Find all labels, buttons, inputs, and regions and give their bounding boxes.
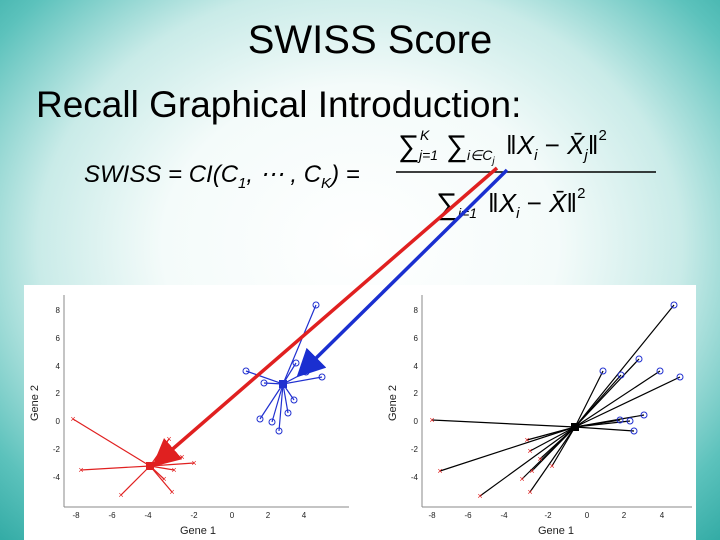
svg-text:×: ×: [70, 414, 75, 424]
svg-text:×: ×: [529, 466, 534, 476]
svg-text:×: ×: [118, 490, 123, 500]
svg-text:×: ×: [161, 474, 166, 484]
svg-text:×: ×: [429, 415, 434, 425]
right-ytick: 2: [414, 389, 419, 398]
right-xtick: 4: [660, 511, 665, 520]
left-ytick: 8: [56, 306, 61, 315]
right-overall-lines: [431, 304, 681, 497]
svg-text:×: ×: [166, 434, 171, 444]
right-ytick: -4: [411, 473, 419, 482]
right-blue-points: [599, 301, 684, 435]
svg-text:×: ×: [527, 487, 532, 497]
left-xtick: 0: [230, 511, 235, 520]
svg-text:×: ×: [179, 452, 184, 462]
left-xtick: -6: [108, 511, 116, 520]
swiss-formula: SWISS = CI(C1, ⋯ , CK) = ∑ K j=1 ∑ i∈Cj …: [84, 127, 656, 222]
svg-text:×: ×: [524, 435, 529, 445]
left-xtick: 2: [266, 511, 271, 520]
formula-num-sum1-top: K: [420, 127, 430, 143]
svg-text:×: ×: [169, 445, 174, 455]
formula-den-sum: ∑: [436, 188, 457, 221]
left-red-centroid: [146, 462, 154, 470]
right-xtick: 2: [622, 511, 627, 520]
right-ytick: 6: [414, 334, 419, 343]
formula-den-sum-bot: i=1: [458, 205, 477, 221]
right-xtick: -4: [500, 511, 508, 520]
cluster-plots: -8 -6 -4 -2 0 2 4 8 6 4 2 0 -2 -4 Gene 1…: [24, 285, 696, 540]
left-xtick: -8: [72, 511, 80, 520]
svg-text:×: ×: [537, 454, 542, 464]
formula-num-body: ‖Xi − X̄j‖2: [506, 127, 607, 164]
svg-text:×: ×: [477, 491, 482, 501]
right-xtick: -2: [544, 511, 552, 520]
svg-text:×: ×: [171, 465, 176, 475]
svg-text:×: ×: [78, 465, 83, 475]
left-ytick: 2: [56, 389, 61, 398]
right-plot: -8 -6 -4 -2 0 2 4 8 6 4 2 0 -2 -4 Gene 1…: [387, 295, 692, 537]
right-ylabel: Gene 2: [387, 385, 399, 421]
right-ytick: 8: [414, 306, 419, 315]
left-ytick: 4: [56, 362, 61, 371]
formula-den-body: ‖Xi − X̄‖2: [488, 185, 586, 222]
left-ytick: -2: [53, 445, 61, 454]
right-xtick: -6: [464, 511, 472, 520]
right-overall-centroid: [571, 423, 579, 431]
left-blue-centroid: [279, 380, 287, 388]
right-xtick: -8: [428, 511, 436, 520]
slide-subtitle: Recall Graphical Introduction:: [36, 84, 522, 125]
svg-text:×: ×: [519, 474, 524, 484]
right-xtick: 0: [585, 511, 590, 520]
slide-title: SWISS Score: [247, 18, 493, 62]
formula-num-sum1: ∑: [398, 130, 419, 163]
svg-text:×: ×: [549, 461, 554, 471]
svg-text:×: ×: [437, 466, 442, 476]
right-ytick: 0: [414, 417, 419, 426]
formula-num-sum2: ∑: [446, 130, 467, 163]
plots-background: [24, 285, 696, 540]
formula-lhs: SWISS = CI(C1, ⋯ , CK) =: [84, 161, 360, 192]
left-xtick: -4: [144, 511, 152, 520]
left-xtick: 4: [302, 511, 307, 520]
formula-num-sum1-bot: j=1: [417, 147, 438, 163]
left-xtick: -2: [190, 511, 198, 520]
formula-num-sum2-bot: i∈Cj: [467, 147, 495, 167]
left-ytick: -4: [53, 473, 61, 482]
svg-text:×: ×: [527, 446, 532, 456]
left-xlabel: Gene 1: [180, 525, 216, 537]
right-ytick: -2: [411, 445, 419, 454]
left-ytick: 6: [56, 334, 61, 343]
svg-text:×: ×: [191, 458, 196, 468]
left-ytick: 0: [56, 417, 61, 426]
right-xlabel: Gene 1: [538, 525, 574, 537]
right-ytick: 4: [414, 362, 419, 371]
left-ylabel: Gene 2: [29, 385, 41, 421]
svg-text:×: ×: [169, 487, 174, 497]
